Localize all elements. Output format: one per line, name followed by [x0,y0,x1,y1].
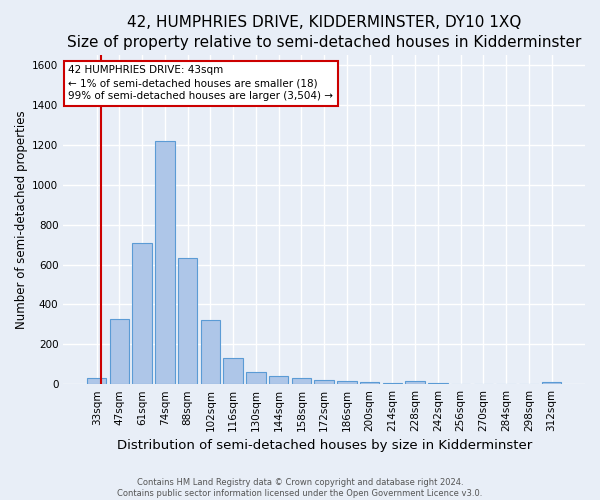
Title: 42, HUMPHRIES DRIVE, KIDDERMINSTER, DY10 1XQ
Size of property relative to semi-d: 42, HUMPHRIES DRIVE, KIDDERMINSTER, DY10… [67,15,581,50]
Bar [155,141,175,384]
Bar [178,258,197,384]
Bar [246,372,266,384]
Bar [383,383,402,384]
Text: Contains HM Land Registry data © Crown copyright and database right 2024.
Contai: Contains HM Land Registry data © Crown c… [118,478,482,498]
Bar [110,320,129,384]
Bar [87,378,106,384]
Bar [337,381,356,384]
Text: 42 HUMPHRIES DRIVE: 43sqm
← 1% of semi-detached houses are smaller (18)
99% of s: 42 HUMPHRIES DRIVE: 43sqm ← 1% of semi-d… [68,65,334,102]
Bar [292,378,311,384]
Bar [428,383,448,384]
Bar [223,358,243,384]
Bar [314,380,334,384]
Bar [269,376,289,384]
Bar [133,242,152,384]
Bar [201,320,220,384]
Bar [406,380,425,384]
X-axis label: Distribution of semi-detached houses by size in Kidderminster: Distribution of semi-detached houses by … [116,440,532,452]
Bar [542,382,561,384]
Y-axis label: Number of semi-detached properties: Number of semi-detached properties [15,110,28,329]
Bar [360,382,379,384]
